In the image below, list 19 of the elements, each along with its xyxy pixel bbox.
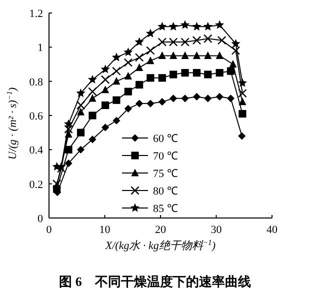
y-tick-label: 0.6 (29, 110, 44, 122)
legend-label: 85 ℃ (153, 203, 178, 215)
legend-label: 80 ℃ (153, 186, 178, 198)
legend-label: 70 ℃ (153, 150, 178, 162)
legend-label: 60 ℃ (153, 133, 178, 145)
y-tick-label: 0.8 (29, 76, 44, 88)
y-tick-label: 1 (38, 42, 43, 54)
x-tick-label: 40 (266, 224, 278, 236)
x-tick-label: 10 (99, 224, 111, 236)
x-tick-label: 0 (46, 224, 52, 236)
text: 图 6 不同干燥温度下的速率曲线 (59, 274, 251, 289)
x-tick-label: 20 (155, 224, 166, 236)
y-tick-label: 1.2 (29, 8, 43, 20)
y-tick-label: 0.2 (29, 178, 43, 191)
x-axis-title: X/(kg水 · kg绝干物料$^{−1}$) (104, 238, 216, 252)
x-tick-label: 30 (210, 224, 222, 236)
legend-label: 75 ℃ (153, 168, 178, 180)
y-tick-label: 0.4 (29, 144, 44, 157)
y-tick-label: 0 (38, 213, 44, 225)
